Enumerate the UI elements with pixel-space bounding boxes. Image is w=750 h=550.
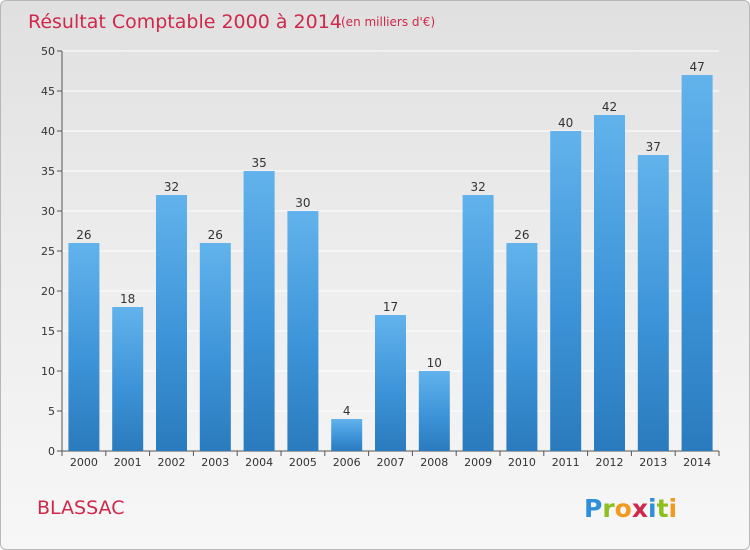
chart-subtitle: (en milliers d'€) (341, 15, 435, 29)
y-tick-label: 5 (48, 405, 55, 418)
bar-2008 (418, 371, 450, 451)
bar-2001 (112, 307, 144, 451)
bar-2002 (156, 195, 187, 451)
x-tick-label-2012: 2012 (596, 456, 624, 469)
value-label-2004: 35 (251, 156, 266, 170)
value-label-2001: 18 (120, 292, 135, 306)
bar-2012 (594, 115, 625, 451)
proxiti-logo: Proxiti (584, 494, 677, 523)
bar-2007 (375, 315, 406, 451)
x-tick-label-2000: 2000 (70, 456, 98, 469)
y-tick-label: 30 (41, 205, 55, 218)
logo-letter: x (632, 494, 648, 523)
x-tick-label-2004: 2004 (245, 456, 273, 469)
logo-letter: t (657, 494, 669, 523)
x-tick-label-2002: 2002 (158, 456, 186, 469)
logo-letter: i (669, 494, 678, 523)
value-label-2012: 42 (602, 100, 617, 114)
bar-2014 (681, 75, 713, 451)
y-tick-label: 15 (41, 325, 55, 338)
value-label-2013: 37 (646, 140, 661, 154)
y-tick-label: 50 (41, 45, 55, 58)
x-tick-label-2009: 2009 (464, 456, 492, 469)
y-tick-label: 25 (41, 245, 55, 258)
value-label-2011: 40 (558, 116, 573, 130)
value-labels: 26 18 32 26 35 30 4 17 10 32 26 40 42 37 47 (76, 60, 704, 418)
value-label-2002: 32 (164, 180, 179, 194)
x-tick-label-2010: 2010 (508, 456, 536, 469)
value-label-2006: 4 (343, 404, 351, 418)
value-label-2014: 47 (689, 60, 704, 74)
y-tick-label: 45 (41, 85, 55, 98)
x-tick-label-2001: 2001 (114, 456, 142, 469)
x-tick-label-2003: 2003 (201, 456, 229, 469)
logo-letter: o (615, 494, 632, 523)
y-tick-label: 0 (48, 445, 55, 458)
x-tick-label-2006: 2006 (333, 456, 361, 469)
bar-2010 (506, 243, 538, 451)
logo-letter: P (584, 494, 602, 523)
x-tick-label-2013: 2013 (639, 456, 667, 469)
bar-2003 (199, 243, 231, 451)
logo-letter: i (648, 494, 657, 523)
bar-2004 (243, 171, 275, 451)
logo-letter: r (602, 494, 615, 523)
value-label-2008: 10 (427, 356, 442, 370)
y-tick-label: 35 (41, 165, 55, 178)
x-tick-label-2008: 2008 (420, 456, 448, 469)
y-tick-label: 10 (41, 365, 55, 378)
x-tick-label-2005: 2005 (289, 456, 317, 469)
value-label-2003: 26 (208, 228, 223, 242)
x-tick-label-2014: 2014 (683, 456, 711, 469)
chart-title: Résultat Comptable 2000 à 2014 (28, 11, 342, 33)
bar-2006 (331, 419, 363, 451)
value-label-2009: 32 (470, 180, 485, 194)
y-tick-label: 20 (41, 285, 55, 298)
value-label-2000: 26 (76, 228, 91, 242)
bar-2009 (462, 195, 494, 451)
place-name: BLASSAC (37, 497, 124, 519)
bar-2011 (550, 131, 582, 451)
x-tick-label-2011: 2011 (552, 456, 580, 469)
x-tick-label-2007: 2007 (377, 456, 405, 469)
y-tick-label: 40 (41, 125, 55, 138)
bar-2005 (287, 211, 319, 451)
value-label-2005: 30 (295, 196, 310, 210)
bar-2000 (68, 243, 100, 451)
bar-2013 (637, 155, 669, 451)
value-label-2010: 26 (514, 228, 529, 242)
bars (68, 75, 713, 451)
value-label-2007: 17 (383, 300, 398, 314)
